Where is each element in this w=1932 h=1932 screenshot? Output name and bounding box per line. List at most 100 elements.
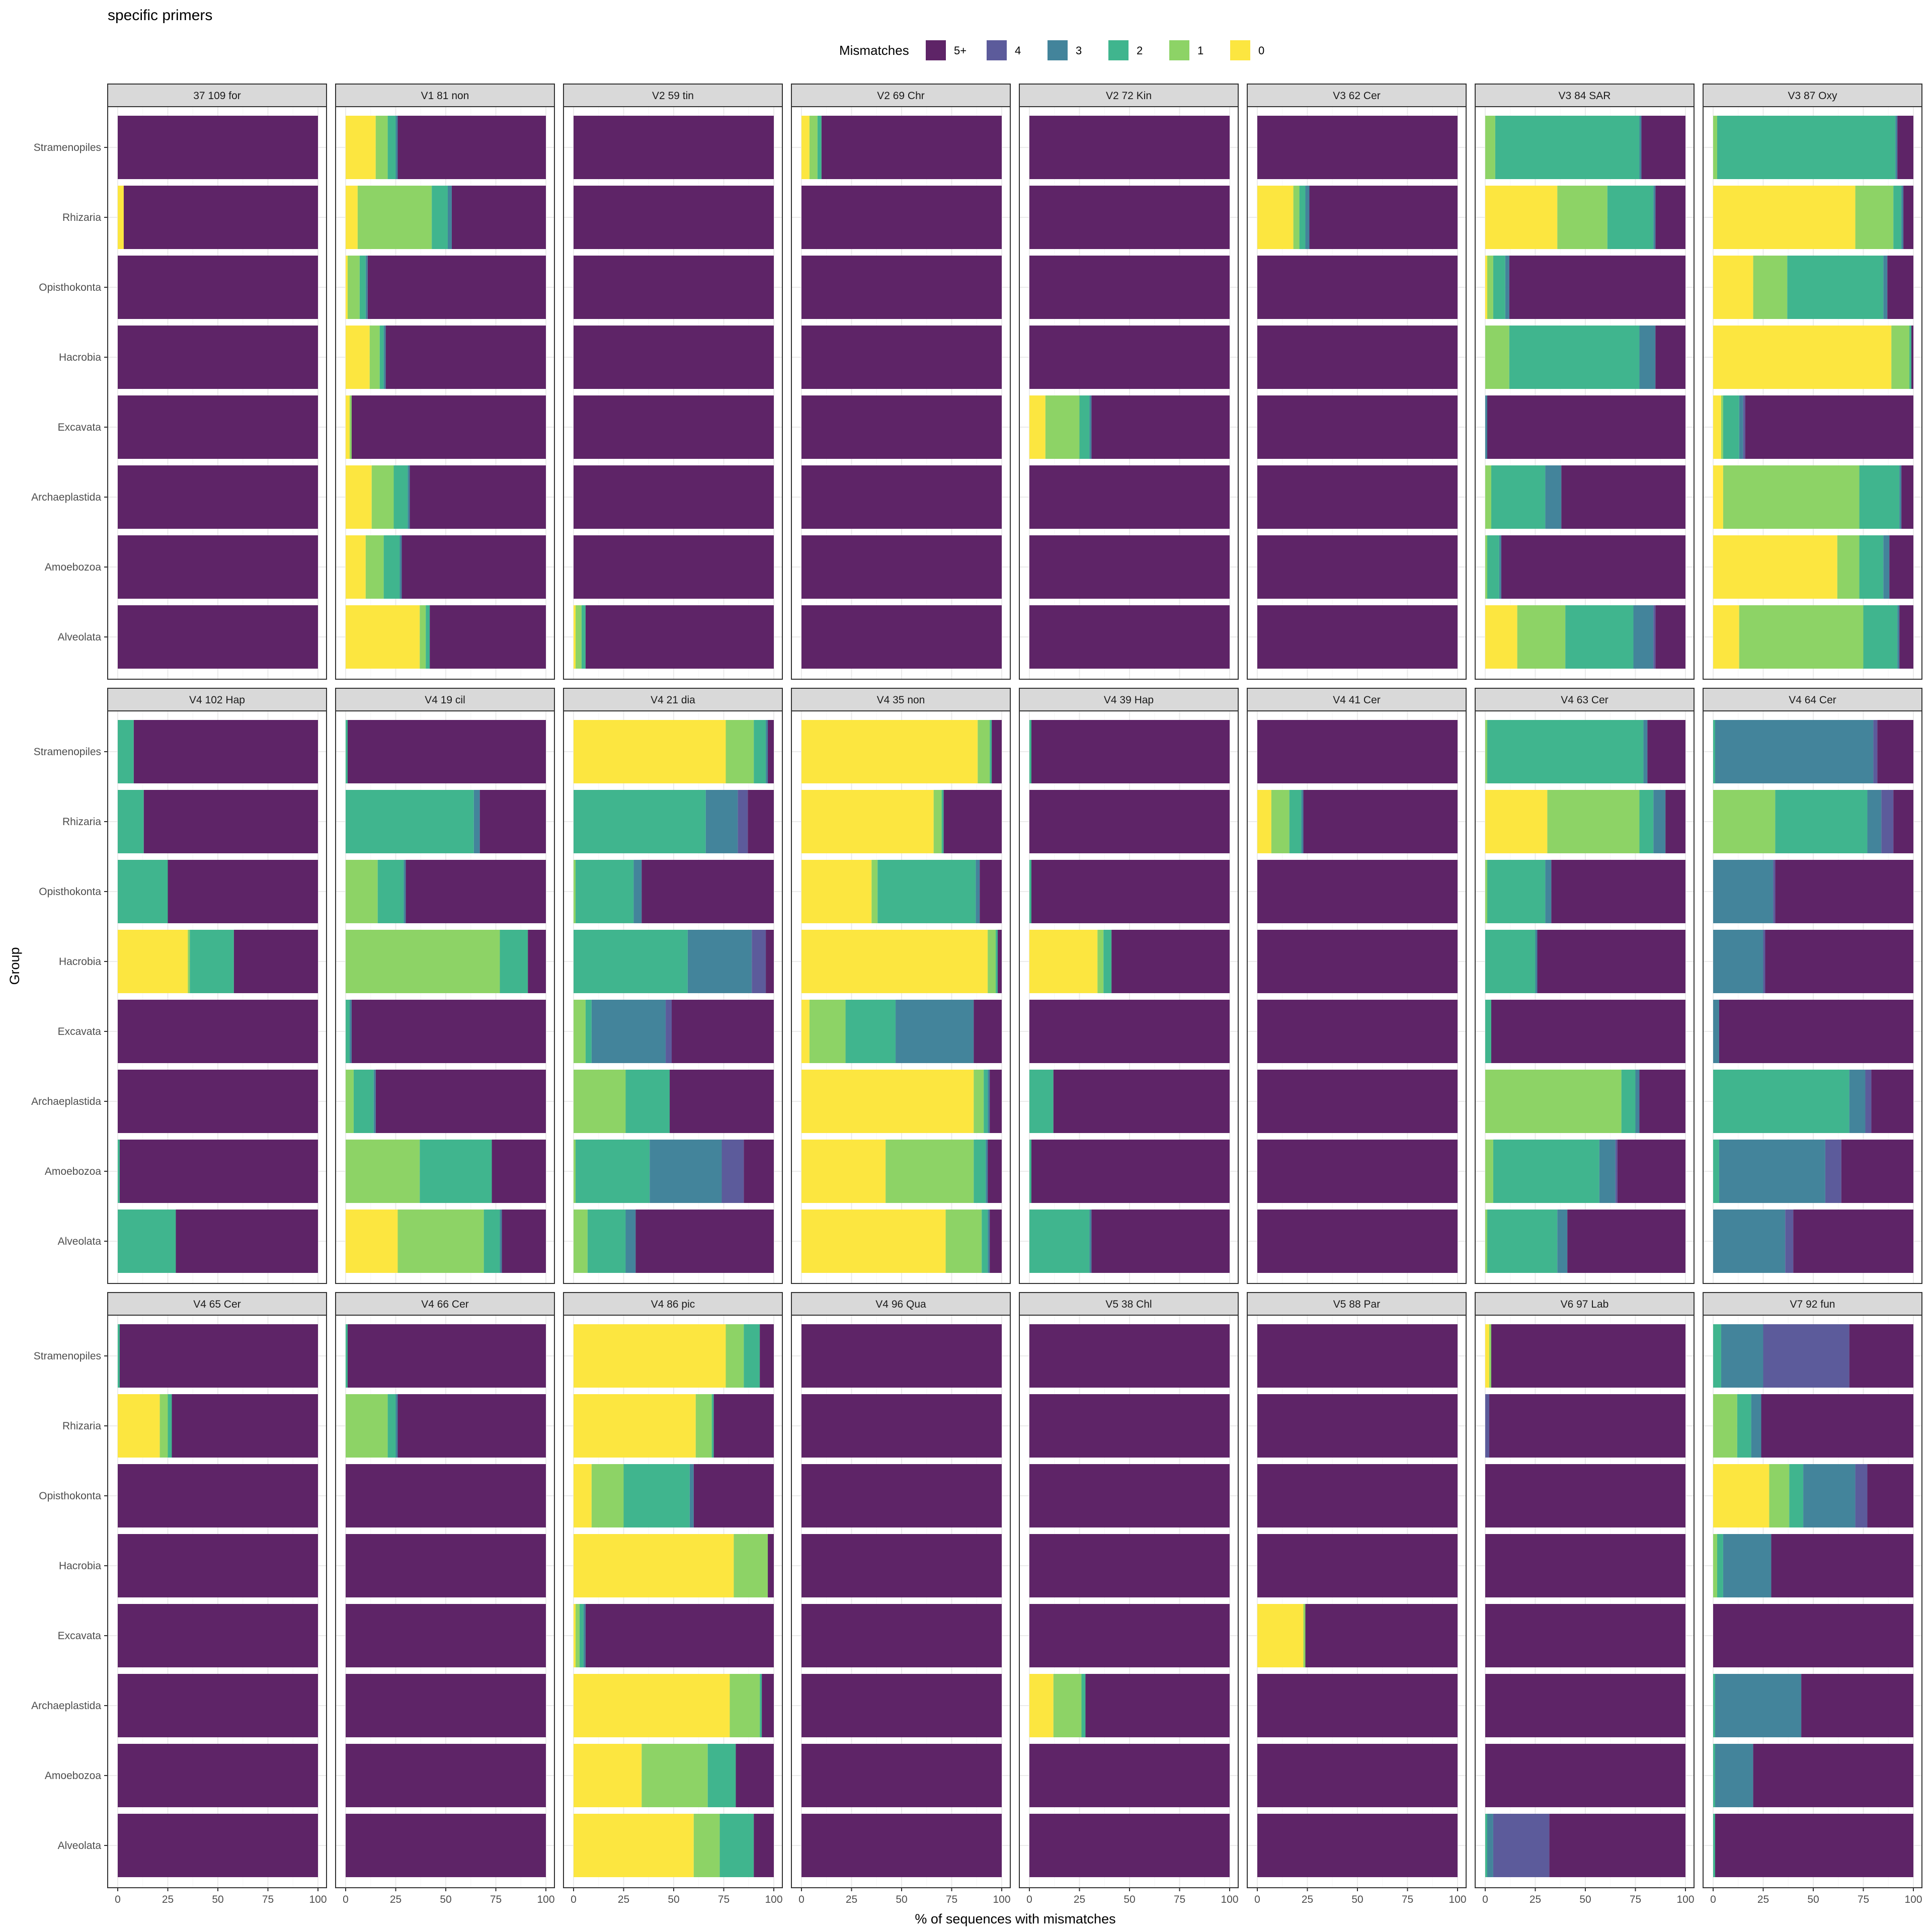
panel-border <box>791 106 1011 680</box>
bar-segment-stramenopiles-0 <box>801 116 810 179</box>
bar-segment-amoebozoa-1 <box>641 1744 708 1807</box>
x-tick-label: 50 <box>1579 1894 1591 1905</box>
facet-strip-label: V1 81 non <box>421 90 469 102</box>
bar-segment-hacrobia-1 <box>1713 1534 1717 1597</box>
bar-segment-hacrobia-5plus <box>1029 326 1230 389</box>
bar-segment-archaeplastida-5plus <box>574 465 774 529</box>
bar-segment-rhizaria-5plus <box>1893 790 1913 853</box>
bar-segment-opisthokonta-2 <box>1493 256 1505 319</box>
bar-segment-amoebozoa-2 <box>1487 535 1499 599</box>
bar-segment-hacrobia-2 <box>379 326 384 389</box>
facet-strip <box>1247 84 1467 107</box>
bar-segment-rhizaria-2 <box>1299 186 1306 249</box>
facet-strip <box>1475 84 1695 107</box>
facet-strip-label: V5 88 Par <box>1333 1299 1380 1310</box>
x-tick-label: 50 <box>1123 1894 1135 1905</box>
bar-segment-hacrobia-3 <box>1535 930 1538 993</box>
bar-segment-hacrobia-5plus <box>1911 326 1913 389</box>
facet-panel-v3-84-sar: V3 84 SAR <box>1475 84 1695 680</box>
facet-strip <box>563 1292 783 1316</box>
x-tick-label: 50 <box>1351 1894 1363 1905</box>
bar-segment-archaeplastida-1 <box>1723 465 1860 529</box>
bar-segment-alveolata-5plus <box>1091 1210 1230 1273</box>
bar-segment-archaeplastida-5plus <box>375 1070 546 1133</box>
legend-key-3 <box>1048 40 1068 60</box>
bar-segment-excavata-5plus <box>974 1000 1002 1063</box>
bar-segment-rhizaria-3 <box>1751 1394 1761 1458</box>
bar-segment-archaeplastida-2 <box>1713 1674 1715 1737</box>
bar-segment-hacrobia-2 <box>500 930 528 993</box>
bar-segment-archaeplastida-5plus <box>1561 465 1685 529</box>
panel-border <box>107 710 327 1284</box>
bar-segment-stramenopiles-4 <box>1763 1324 1849 1388</box>
bar-segment-hacrobia-2 <box>1909 326 1912 389</box>
bar-segment-alveolata-5plus <box>502 1210 546 1273</box>
x-tick-label: 75 <box>1858 1894 1869 1905</box>
bar-segment-opisthokonta-3 <box>1713 860 1774 923</box>
x-tick-label: 25 <box>1757 1894 1769 1905</box>
bar-segment-alveolata-3 <box>1089 1210 1092 1273</box>
legend-title: Mismatches <box>839 43 909 58</box>
facet-strip <box>1703 1292 1922 1316</box>
bar-segment-rhizaria-3 <box>1867 790 1882 853</box>
bar-segment-rhizaria-3 <box>395 1394 398 1458</box>
panel-border <box>107 106 327 680</box>
bar-segment-opisthokonta-5plus <box>406 860 546 923</box>
bar-segment-rhizaria-0 <box>1257 790 1271 853</box>
bar-segment-hacrobia-5plus <box>528 930 546 993</box>
bar-segment-opisthokonta-1 <box>871 860 878 923</box>
bar-segment-opisthokonta-5plus <box>801 256 1002 319</box>
bar-segment-archaeplastida-5plus <box>118 1070 318 1133</box>
y-tick-label: Alveolata <box>58 1236 102 1247</box>
bar-segment-opisthokonta-5plus <box>1029 256 1230 319</box>
panel-border <box>1247 710 1467 1284</box>
bar-segment-excavata-0 <box>346 395 350 459</box>
bar-segment-archaeplastida-1 <box>574 1070 626 1133</box>
bar-segment-opisthokonta-2 <box>359 256 366 319</box>
bar-segment-hacrobia-3 <box>383 326 386 389</box>
bar-segment-alveolata-1 <box>397 1210 484 1273</box>
bar-segment-amoebozoa-5plus <box>1501 535 1685 599</box>
bar-segment-amoebozoa-2 <box>707 1744 736 1807</box>
bar-segment-alveolata-3 <box>1713 1210 1786 1273</box>
bar-segment-amoebozoa-5plus <box>744 1140 774 1203</box>
panel-border <box>1019 106 1239 680</box>
bar-segment-excavata-3 <box>349 1000 352 1063</box>
bar-segment-stramenopiles-5plus <box>1849 1324 1913 1388</box>
bar-segment-hacrobia-5plus <box>574 326 774 389</box>
bar-segment-stramenopiles-0 <box>801 720 978 783</box>
panel-border <box>1247 1315 1467 1888</box>
bar-segment-rhizaria-0 <box>574 1394 696 1458</box>
bar-segment-stramenopiles-5plus <box>821 116 1002 179</box>
bar-segment-alveolata-2 <box>1487 1210 1558 1273</box>
bar-segment-excavata-1 <box>1045 395 1080 459</box>
bar-segment-hacrobia-1 <box>1097 930 1104 993</box>
facet-panel-v4-39-hap: V4 39 Hap <box>1019 688 1239 1284</box>
bar-segment-amoebozoa-5plus <box>119 1140 318 1203</box>
bar-segment-excavata-2 <box>845 1000 896 1063</box>
bar-segment-opisthokonta-3 <box>689 1464 694 1527</box>
bar-segment-alveolata-0 <box>1713 605 1739 669</box>
bar-segment-stramenopiles-1 <box>375 116 388 179</box>
bar-segment-hacrobia-5plus <box>118 1534 318 1597</box>
bar-segment-rhizaria-2 <box>168 1394 172 1458</box>
bar-segment-hacrobia-5plus <box>233 930 318 993</box>
panel-border <box>1475 710 1695 1284</box>
bar-segment-hacrobia-2 <box>190 930 234 993</box>
bar-segment-archaeplastida-2 <box>1029 1070 1054 1133</box>
bar-segment-hacrobia-0 <box>801 930 988 993</box>
bar-segment-archaeplastida-3 <box>1545 465 1562 529</box>
bar-segment-rhizaria-3 <box>705 790 738 853</box>
bar-segment-opisthokonta-2 <box>1789 1464 1804 1527</box>
bar-segment-alveolata-4 <box>1785 1210 1794 1273</box>
facet-strip-label: V4 65 Cer <box>193 1299 241 1310</box>
bar-segment-archaeplastida-3 <box>1635 1070 1640 1133</box>
facet-panel-v4-41-cer: V4 41 Cer <box>1247 688 1467 1284</box>
bar-segment-archaeplastida-5plus <box>762 1674 774 1737</box>
bar-segment-amoebozoa-3 <box>1499 535 1501 599</box>
bar-segment-stramenopiles-5plus <box>119 1324 318 1388</box>
bar-segment-amoebozoa-3 <box>986 1140 988 1203</box>
bar-segment-stramenopiles-2 <box>1713 1324 1721 1388</box>
bar-segment-stramenopiles-1 <box>1485 720 1487 783</box>
bar-segment-rhizaria-1 <box>1271 790 1290 853</box>
